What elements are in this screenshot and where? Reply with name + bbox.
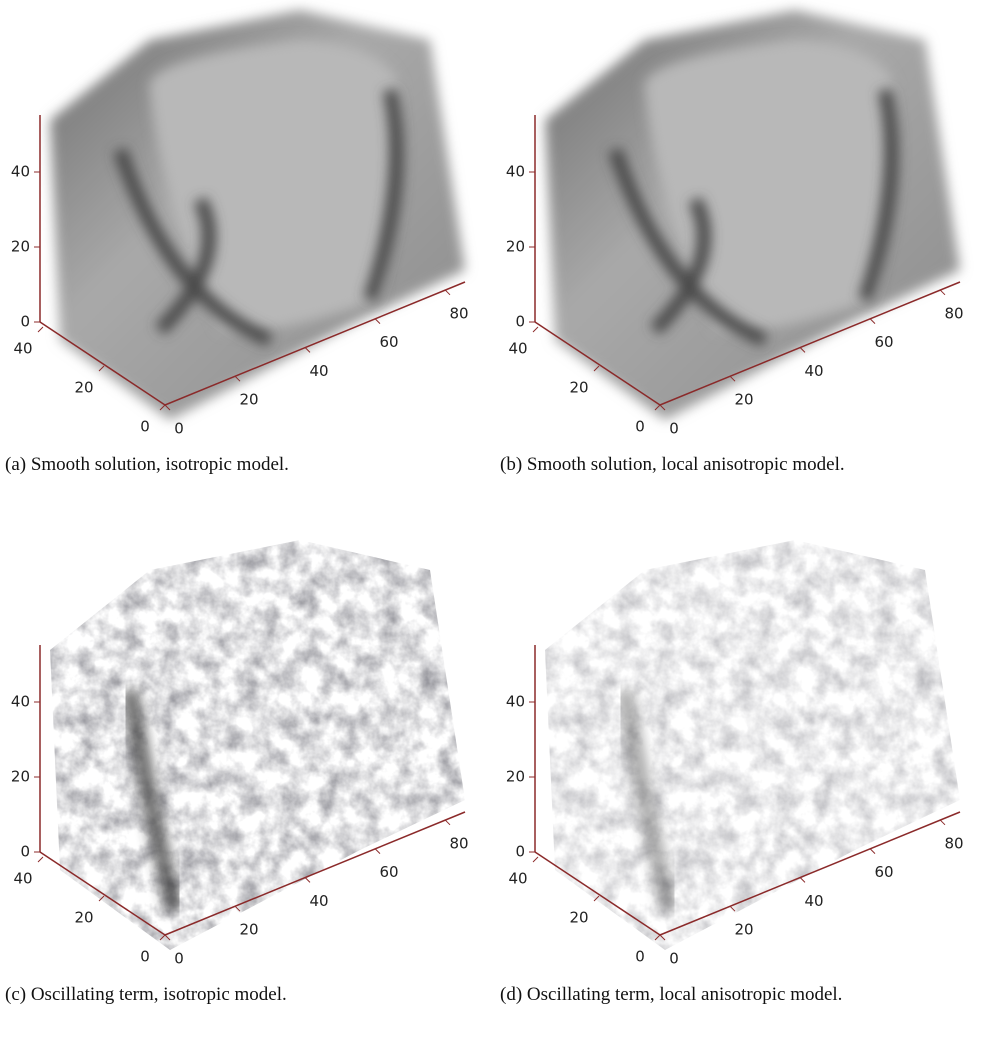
tick-label: 40 xyxy=(11,163,30,181)
tick-label: 40 xyxy=(309,362,328,380)
tick-label: 80 xyxy=(944,834,963,852)
tick xyxy=(445,290,450,295)
tick-label: 20 xyxy=(11,238,30,256)
caption: (d) Oscillating term, local anisotropic … xyxy=(500,982,980,1008)
volume-panel: 0 20 40 0 20 40 0 20 40 60 80 xyxy=(0,0,490,440)
tick-label: 40 xyxy=(506,163,525,181)
volume-noise xyxy=(50,540,465,950)
tick-label: 60 xyxy=(379,333,398,351)
tick-label: 20 xyxy=(569,379,588,397)
tick xyxy=(375,319,380,324)
tick-label: 80 xyxy=(449,304,468,322)
page: 0 20 40 0 20 40 0 20 40 60 80 (a) Smooth solution, … xyxy=(0,0,985,1046)
tick xyxy=(305,347,310,352)
tick xyxy=(445,820,450,825)
tick xyxy=(940,290,945,295)
tick-label: 0 xyxy=(20,843,30,861)
tick-label: 0 xyxy=(174,950,184,968)
tick-label: 60 xyxy=(874,333,893,351)
tick-label: 0 xyxy=(174,420,184,438)
tick xyxy=(375,849,380,854)
volume-panel: 0 20 40 0 20 40 0 20 40 60 80 xyxy=(495,530,985,970)
tick-label: 0 xyxy=(140,948,150,966)
tick-label: 20 xyxy=(506,768,525,786)
tick-label: 20 xyxy=(239,921,258,939)
tick xyxy=(800,877,805,882)
volume-noise xyxy=(545,540,960,950)
tick xyxy=(305,877,310,882)
tick-label: 40 xyxy=(508,870,527,888)
tick-label: 40 xyxy=(13,340,32,358)
volume-panel: 0 20 40 0 20 40 0 20 40 60 80 xyxy=(0,530,490,970)
tick xyxy=(940,820,945,825)
tick-label: 80 xyxy=(449,834,468,852)
tick-label: 40 xyxy=(11,693,30,711)
tick xyxy=(38,857,43,862)
tick xyxy=(38,327,43,332)
tick-label: 0 xyxy=(140,418,150,436)
tick-label: 40 xyxy=(309,892,328,910)
tick-label: 80 xyxy=(944,304,963,322)
tick xyxy=(533,857,538,862)
tick-label: 40 xyxy=(506,693,525,711)
tick xyxy=(800,347,805,352)
tick-label: 40 xyxy=(804,362,823,380)
tick-label: 60 xyxy=(874,863,893,881)
tick-label: 20 xyxy=(569,909,588,927)
tick-label: 20 xyxy=(11,768,30,786)
tick xyxy=(870,849,875,854)
tick-label: 0 xyxy=(20,313,30,331)
tick xyxy=(533,327,538,332)
tick-label: 0 xyxy=(515,843,525,861)
tick-label: 0 xyxy=(669,950,679,968)
tick-label: 20 xyxy=(734,391,753,409)
tick-label: 40 xyxy=(13,870,32,888)
tick-label: 20 xyxy=(74,379,93,397)
tick-label: 0 xyxy=(635,948,645,966)
tick-label: 0 xyxy=(635,418,645,436)
tick-label: 0 xyxy=(669,420,679,438)
tick-label: 20 xyxy=(239,391,258,409)
tick xyxy=(870,319,875,324)
tick-label: 40 xyxy=(804,892,823,910)
tick-label: 20 xyxy=(74,909,93,927)
caption: (a) Smooth solution, isotropic model. xyxy=(5,452,465,478)
tick-label: 40 xyxy=(508,340,527,358)
tick-label: 20 xyxy=(506,238,525,256)
tick-label: 20 xyxy=(734,921,753,939)
caption: (c) Oscillating term, isotropic model. xyxy=(5,982,465,1008)
volume-panel: 0 20 40 0 20 40 0 20 40 60 80 xyxy=(495,0,985,440)
tick-label: 0 xyxy=(515,313,525,331)
tick-label: 60 xyxy=(379,863,398,881)
caption: (b) Smooth solution, local anisotropic m… xyxy=(500,452,980,478)
